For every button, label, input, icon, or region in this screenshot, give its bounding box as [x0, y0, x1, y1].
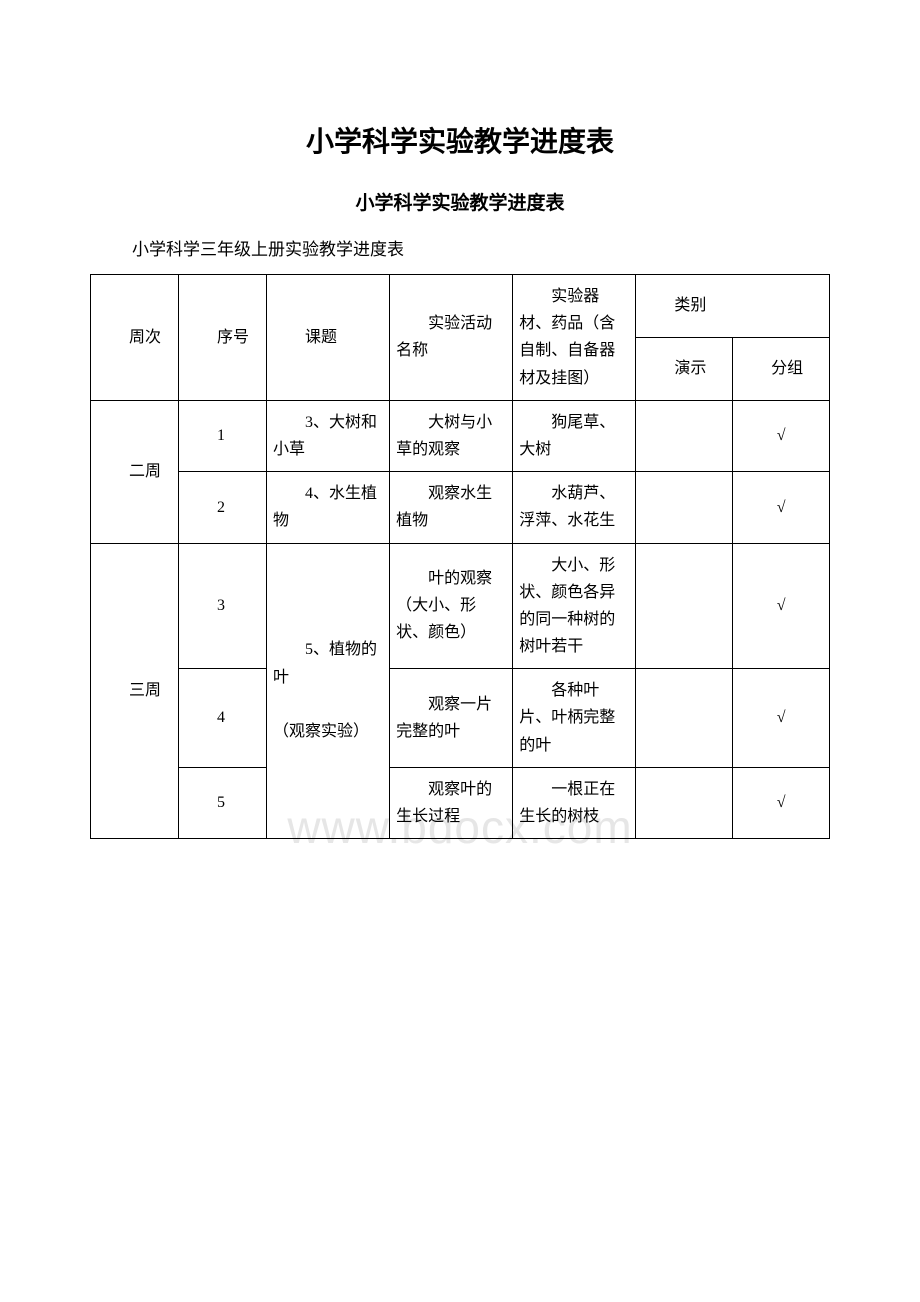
topic-text: 5、植物的叶: [273, 641, 377, 685]
header-category: 类别: [636, 275, 830, 338]
cell-seq: 2: [178, 472, 266, 543]
cell-topic: 5、植物的叶 （观察实验）: [266, 543, 389, 839]
topic-note: （观察实验）: [273, 723, 369, 740]
schedule-table: 周次 序号 课题 实验活动名称 实验器材、药品（含自制、自备器材及挂图） 类别 …: [90, 274, 830, 839]
cell-demo: [636, 472, 733, 543]
main-title: 小学科学实验教学进度表: [90, 120, 830, 160]
cell-topic: 3、大树和小草: [266, 400, 389, 471]
cell-group: √: [733, 472, 830, 543]
table-header-row: 周次 序号 课题 实验活动名称 实验器材、药品（含自制、自备器材及挂图） 类别: [91, 275, 830, 338]
cell-materials: 水葫芦、浮萍、水花生: [513, 472, 636, 543]
cell-demo: [636, 669, 733, 768]
cell-materials: 各种叶片、叶柄完整的叶: [513, 669, 636, 768]
header-demo: 演示: [636, 337, 733, 400]
header-topic: 课题: [266, 275, 389, 401]
cell-week: 三周: [91, 543, 179, 839]
cell-materials: 大小、形状、颜色各异的同一种树的树叶若干: [513, 543, 636, 669]
cell-demo: [636, 767, 733, 838]
cell-seq: 1: [178, 400, 266, 471]
table-row: 5 观察叶的生长过程 一根正在生长的树枝 √: [91, 767, 830, 838]
cell-demo: [636, 543, 733, 669]
cell-materials: 一根正在生长的树枝: [513, 767, 636, 838]
header-materials: 实验器材、药品（含自制、自备器材及挂图）: [513, 275, 636, 401]
header-week: 周次: [91, 275, 179, 401]
header-seq: 序号: [178, 275, 266, 401]
cell-group: √: [733, 669, 830, 768]
table-row: 4 观察一片完整的叶 各种叶片、叶柄完整的叶 √: [91, 669, 830, 768]
cell-week: 二周: [91, 400, 179, 543]
cell-seq: 5: [178, 767, 266, 838]
table-row: 二周 1 3、大树和小草 大树与小草的观察 狗尾草、大树 √: [91, 400, 830, 471]
cell-activity: 大树与小草的观察: [390, 400, 513, 471]
table-row: 2 4、水生植物 观察水生植物 水葫芦、浮萍、水花生 √: [91, 472, 830, 543]
cell-seq: 4: [178, 669, 266, 768]
cell-activity: 叶的观察（大小、形状、颜色）: [390, 543, 513, 669]
header-activity: 实验活动名称: [390, 275, 513, 401]
cell-activity: 观察一片完整的叶: [390, 669, 513, 768]
cell-activity: 观察叶的生长过程: [390, 767, 513, 838]
cell-group: √: [733, 400, 830, 471]
sub-title: 小学科学实验教学进度表: [90, 188, 830, 215]
cell-activity: 观察水生植物: [390, 472, 513, 543]
cell-seq: 3: [178, 543, 266, 669]
cell-group: √: [733, 543, 830, 669]
cell-demo: [636, 400, 733, 471]
header-group: 分组: [733, 337, 830, 400]
table-row: 三周 3 5、植物的叶 （观察实验） 叶的观察（大小、形状、颜色） 大小、形状、…: [91, 543, 830, 669]
cell-topic: 4、水生植物: [266, 472, 389, 543]
cell-materials: 狗尾草、大树: [513, 400, 636, 471]
cell-group: √: [733, 767, 830, 838]
intro-text: 小学科学三年级上册实验教学进度表: [90, 235, 830, 260]
